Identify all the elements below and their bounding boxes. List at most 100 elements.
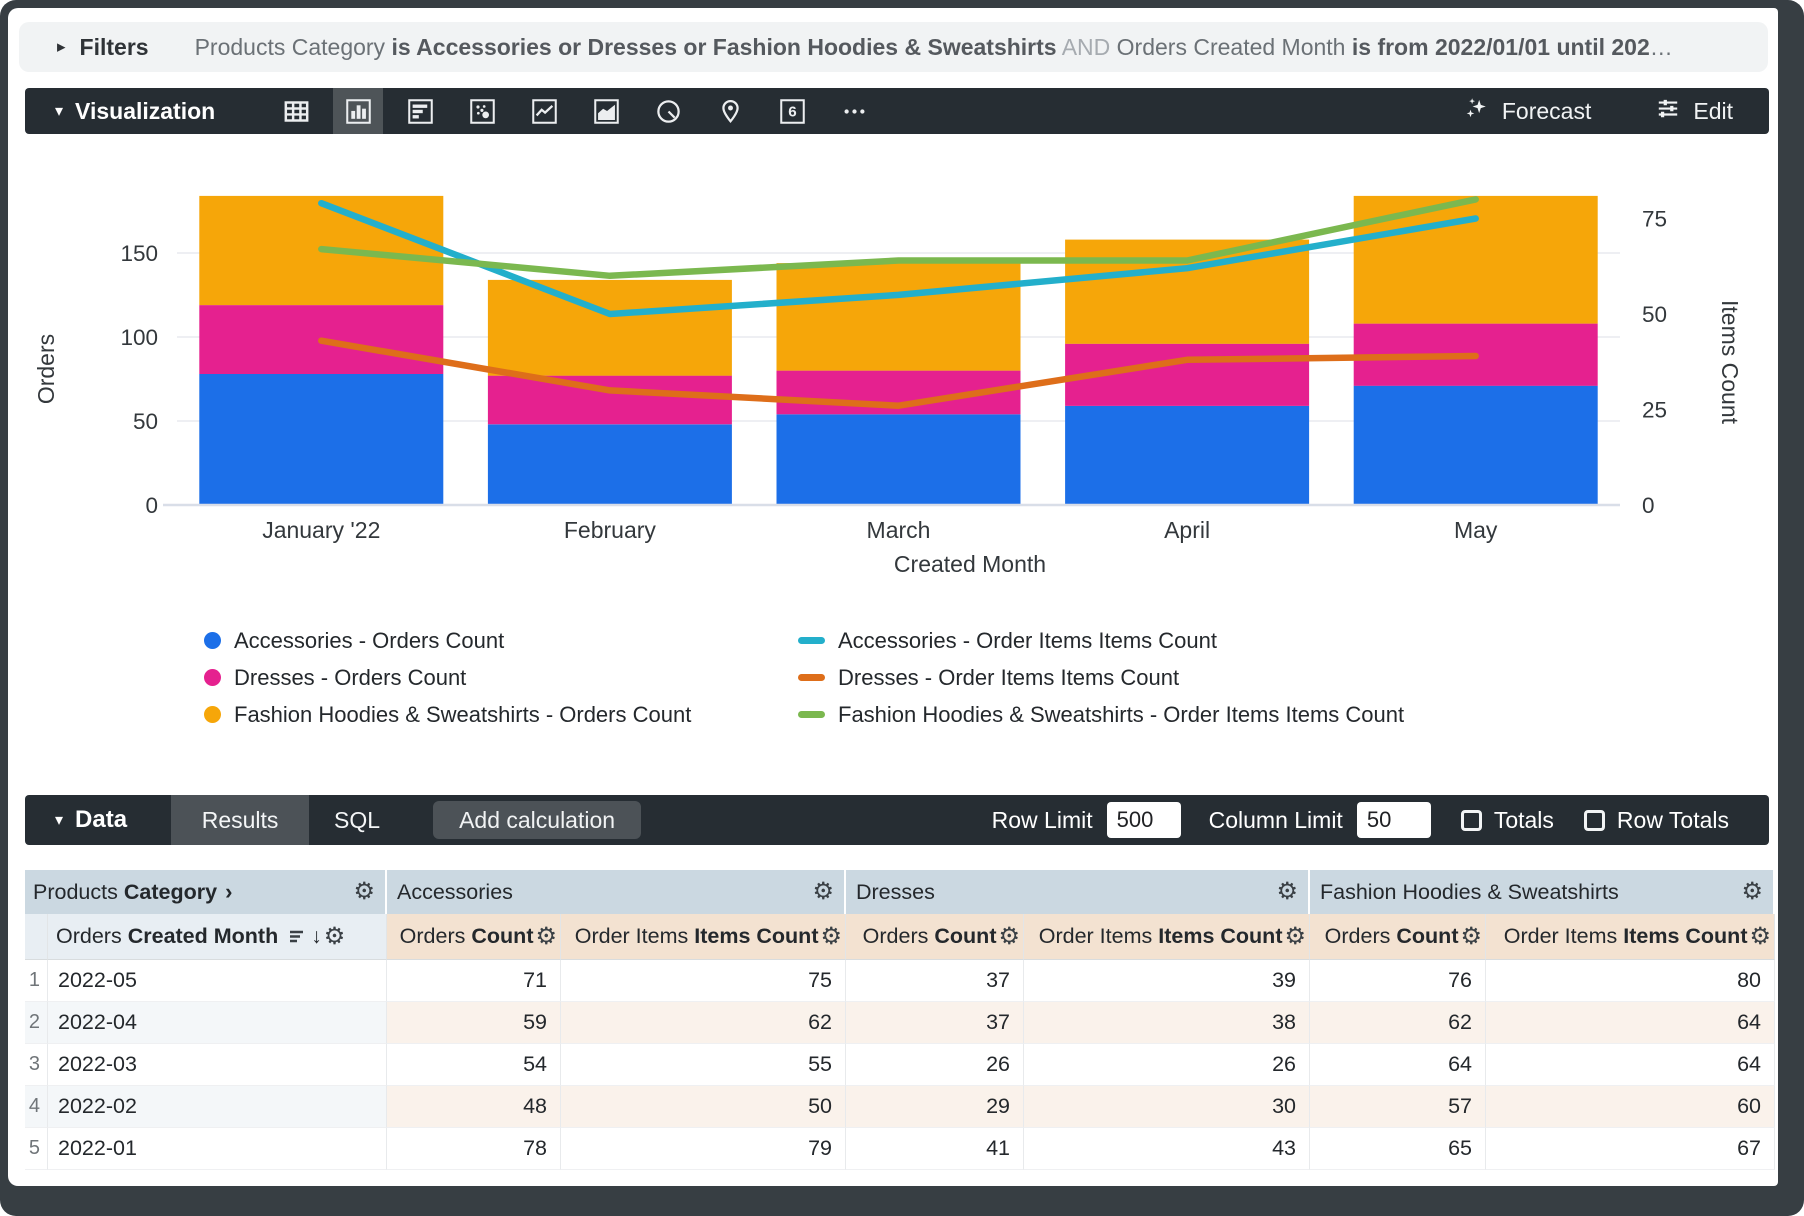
cell-value[interactable]: 26: [1024, 1044, 1310, 1086]
collapse-visualization-icon[interactable]: ▾: [55, 103, 64, 120]
edit-button[interactable]: Edit: [1655, 95, 1733, 127]
viz-icon-single-value[interactable]: 6: [767, 88, 817, 134]
cell-value[interactable]: 55: [561, 1044, 846, 1086]
measure-header[interactable]: Orders Count ⚙: [1310, 914, 1486, 960]
cell-value[interactable]: 60: [1486, 1086, 1775, 1128]
tab-results[interactable]: Results: [171, 795, 310, 845]
viz-icon-more[interactable]: [829, 88, 879, 134]
viz-icon-bar[interactable]: [395, 88, 445, 134]
bar-segment[interactable]: [1065, 405, 1310, 505]
cell-value[interactable]: 67: [1486, 1128, 1775, 1170]
measure-header[interactable]: Order Items Items Count ⚙: [1024, 914, 1310, 960]
gear-icon[interactable]: ⚙: [1460, 922, 1482, 950]
viz-icon-area[interactable]: [581, 88, 631, 134]
viz-icon-scatter[interactable]: [457, 88, 507, 134]
bar-segment[interactable]: [487, 424, 732, 505]
cell-value[interactable]: 30: [1024, 1086, 1310, 1128]
gear-icon[interactable]: ⚙: [323, 922, 346, 950]
cell-month[interactable]: 2022-02: [48, 1086, 387, 1128]
legend-item[interactable]: Fashion Hoodies & Sweatshirts - Orders C…: [204, 696, 691, 733]
row-totals-checkbox[interactable]: [1583, 809, 1605, 831]
legend-item[interactable]: Accessories - Orders Count: [204, 622, 691, 659]
row-limit-input[interactable]: [1106, 802, 1181, 838]
add-calculation-button[interactable]: Add calculation: [433, 801, 642, 839]
bar-segment[interactable]: [199, 374, 444, 505]
group-header-2[interactable]: Fashion Hoodies & Sweatshirts ⚙: [1310, 870, 1775, 914]
cell-month[interactable]: 2022-03: [48, 1044, 387, 1086]
gear-icon[interactable]: ⚙: [1749, 922, 1771, 950]
measure-header[interactable]: Order Items Items Count ⚙: [1486, 914, 1775, 960]
group-header-1[interactable]: Dresses ⚙: [846, 870, 1310, 914]
cell-value[interactable]: 64: [1486, 1044, 1775, 1086]
cell-value[interactable]: 57: [1310, 1086, 1486, 1128]
line-series[interactable]: [318, 337, 1479, 409]
sort-desc-icon[interactable]: ↓: [311, 924, 322, 948]
column-header-orders-created-month[interactable]: Orders Created Month ↓ ⚙: [48, 914, 387, 960]
line-series[interactable]: [318, 196, 1479, 280]
cell-value[interactable]: 64: [1486, 1002, 1775, 1044]
measure-header[interactable]: Orders Count ⚙: [387, 914, 561, 960]
measure-header[interactable]: Order Items Items Count ⚙: [561, 914, 846, 960]
cell-value[interactable]: 48: [387, 1086, 561, 1128]
cell-month[interactable]: 2022-05: [48, 960, 387, 1002]
viz-icon-column[interactable]: [333, 88, 384, 134]
cell-month[interactable]: 2022-04: [48, 1002, 387, 1044]
cell-value[interactable]: 43: [1024, 1128, 1310, 1170]
forecast-button[interactable]: Forecast: [1464, 95, 1591, 127]
legend-line-icon: [798, 711, 825, 718]
viz-icon-map[interactable]: [705, 88, 755, 134]
cell-value[interactable]: 62: [1310, 1002, 1486, 1044]
expand-filters-icon[interactable]: ▸: [57, 37, 66, 56]
cell-month[interactable]: 2022-01: [48, 1128, 387, 1170]
bar-segment[interactable]: [487, 279, 732, 376]
measure-header[interactable]: Orders Count ⚙: [846, 914, 1024, 960]
gear-icon[interactable]: ⚙: [812, 878, 834, 905]
cell-value[interactable]: 39: [1024, 960, 1310, 1002]
cell-visualization-icon[interactable]: [288, 928, 307, 945]
cell-value[interactable]: 78: [387, 1128, 561, 1170]
column-limit-input[interactable]: [1356, 802, 1431, 838]
cell-value[interactable]: 79: [561, 1128, 846, 1170]
collapse-data-icon[interactable]: ▾: [55, 812, 64, 829]
column-header-products-category[interactable]: Products Category › ⚙: [25, 870, 387, 914]
legend-item[interactable]: Dresses - Orders Count: [204, 659, 691, 696]
cell-value[interactable]: 37: [846, 1002, 1024, 1044]
viz-icon-pie[interactable]: [643, 88, 693, 134]
totals-checkbox[interactable]: [1460, 809, 1482, 831]
bar-segment[interactable]: [1353, 385, 1598, 505]
gear-icon[interactable]: ⚙: [998, 922, 1020, 950]
cell-value[interactable]: 37: [846, 960, 1024, 1002]
cell-value[interactable]: 26: [846, 1044, 1024, 1086]
cell-value[interactable]: 54: [387, 1044, 561, 1086]
legend-item[interactable]: Dresses - Order Items Items Count: [798, 659, 1404, 696]
gear-icon[interactable]: ⚙: [1276, 878, 1298, 905]
cell-value[interactable]: 80: [1486, 960, 1775, 1002]
group-header-0[interactable]: Accessories ⚙: [387, 870, 846, 914]
cell-value[interactable]: 65: [1310, 1128, 1486, 1170]
legend-item[interactable]: Accessories - Order Items Items Count: [798, 622, 1404, 659]
bar-segment[interactable]: [776, 414, 1021, 505]
gear-icon[interactable]: ⚙: [820, 922, 842, 950]
bar-segment[interactable]: [776, 263, 1021, 371]
cell-value[interactable]: 50: [561, 1086, 846, 1128]
legend-item[interactable]: Fashion Hoodies & Sweatshirts - Order It…: [798, 696, 1404, 733]
gear-icon[interactable]: ⚙: [1741, 878, 1763, 905]
cell-value[interactable]: 38: [1024, 1002, 1310, 1044]
cell-value[interactable]: 75: [561, 960, 846, 1002]
viz-icon-line[interactable]: [519, 88, 569, 134]
cell-value[interactable]: 64: [1310, 1044, 1486, 1086]
cell-value[interactable]: 41: [846, 1128, 1024, 1170]
line-series[interactable]: [318, 199, 1479, 318]
gear-icon[interactable]: ⚙: [353, 878, 375, 905]
viz-icon-table[interactable]: [271, 88, 321, 134]
bar-segment[interactable]: [487, 375, 732, 425]
cell-value[interactable]: 71: [387, 960, 561, 1002]
gear-icon[interactable]: ⚙: [1284, 922, 1306, 950]
cell-value[interactable]: 76: [1310, 960, 1486, 1002]
cell-value[interactable]: 29: [846, 1086, 1024, 1128]
cell-value[interactable]: 59: [387, 1002, 561, 1044]
cell-value[interactable]: 62: [561, 1002, 846, 1044]
gear-icon[interactable]: ⚙: [535, 922, 557, 950]
more-icon: [844, 108, 865, 114]
tab-sql[interactable]: SQL: [334, 806, 381, 833]
